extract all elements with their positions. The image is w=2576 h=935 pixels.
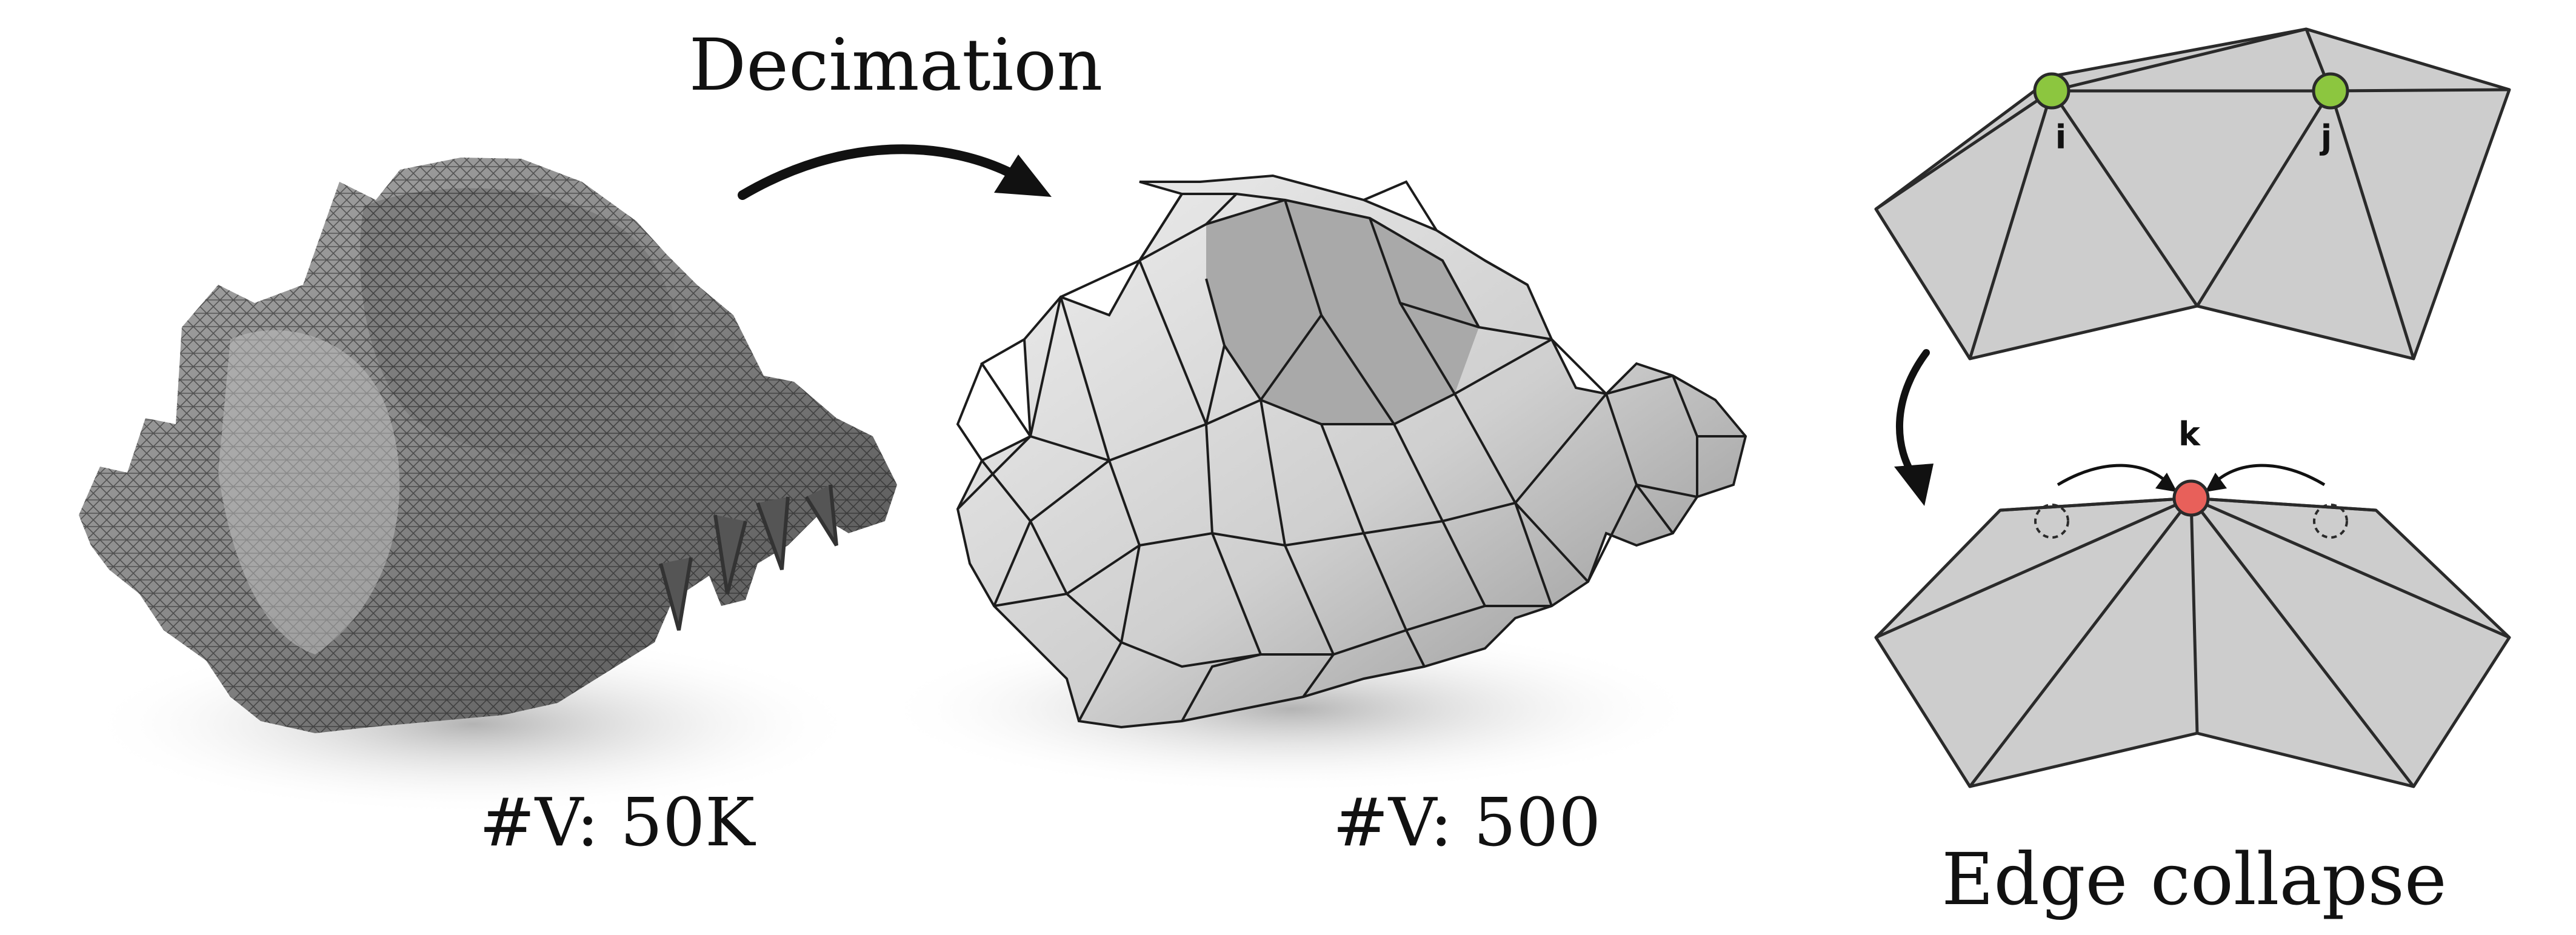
- vertex-j-label: j: [2320, 118, 2332, 156]
- decimated-shell-render: [879, 174, 1747, 794]
- ghost-vertex-i: [2034, 504, 2069, 539]
- collapse-arrow: [1894, 349, 1934, 506]
- decimation-arrow: [738, 144, 1052, 200]
- vertex-k-label: k: [2178, 415, 2201, 453]
- edge-collapse-after: k: [1874, 415, 2511, 788]
- dense-shell-render: [79, 158, 897, 815]
- decimated-vertex-count: #V: 500: [1333, 784, 1601, 861]
- ghost-vertex-j: [2313, 504, 2348, 539]
- edge-collapse-before: i j: [1874, 27, 2511, 361]
- dense-vertex-count: #V: 50K: [479, 784, 756, 861]
- edge-collapse-label: Edge collapse: [1941, 837, 2446, 921]
- vertex-j-marker: [2312, 72, 2349, 110]
- decimation-label: Decimation: [689, 23, 1103, 107]
- vertex-k-marker: [2172, 479, 2210, 517]
- vertex-i-marker: [2033, 72, 2070, 110]
- vertex-i-label: i: [2055, 118, 2067, 156]
